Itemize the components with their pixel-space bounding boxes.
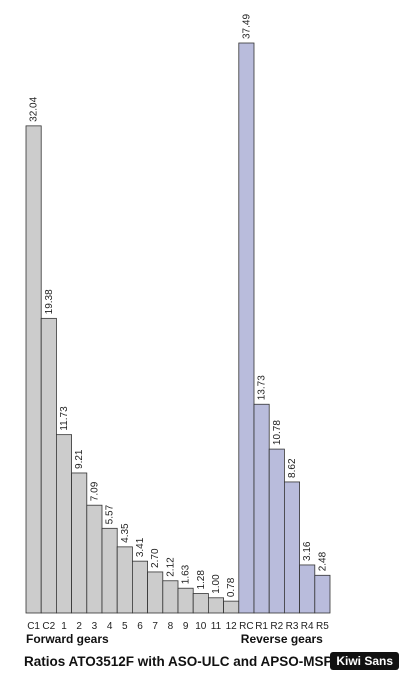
bar-2 [71,472,88,614]
tick-label-3: 3 [92,621,98,632]
bar-7 [147,571,164,614]
value-label-8: 2.12 [165,557,176,577]
bar-c1 [25,125,42,614]
tick-label-10: 10 [195,621,207,632]
bar-r5 [314,574,331,614]
tick-label-c1: C1 [27,621,40,632]
value-label-10: 1.28 [196,570,207,590]
bar-c2 [40,317,57,614]
value-label-6: 3.41 [135,537,146,557]
bar-1 [56,434,73,614]
value-label-4: 5.57 [105,504,116,524]
tick-label-rc: RC [239,621,253,632]
tick-label-11: 11 [211,621,222,632]
value-label-5: 4.35 [120,523,131,543]
tick-label-r4: R4 [301,621,314,632]
value-label-c2: 19.38 [44,289,55,314]
value-label-7: 2.70 [150,548,161,568]
tick-label-c2: C2 [42,621,55,632]
bar-4 [101,527,118,614]
group-label-reverse: Reverse gears [241,632,323,646]
tick-label-12: 12 [226,621,238,632]
bar-8 [162,580,179,614]
ratio-bar-chart: 32.04 C1 19.38 C2 11.73 1 9.21 2 7.09 3 5.57 4 4.35 5… [25,14,331,646]
bar-6 [131,560,148,614]
value-label-r4: 3.16 [302,541,313,561]
tick-label-6: 6 [137,621,143,632]
value-label-9: 1.63 [181,564,192,584]
tick-label-r2: R2 [270,621,283,632]
tick-label-8: 8 [168,621,174,632]
tick-label-4: 4 [107,621,113,632]
bar-r3 [283,481,300,614]
value-label-2: 9.21 [74,449,85,469]
watermark-badge: Kiwi Sans [330,652,399,670]
value-label-r1: 13.73 [257,375,268,400]
value-label-r2: 10.78 [272,420,283,445]
value-label-r3: 8.62 [287,458,298,478]
value-label-11: 1.00 [211,574,222,594]
value-label-3: 7.09 [89,481,100,501]
bar-12 [223,600,240,614]
value-label-rc: 37.49 [241,14,252,39]
chart-title: Ratios ATO3512F with ASO-ULC and APSO-MS… [24,654,333,669]
bar-r1 [253,403,270,614]
bar-rc [238,42,255,614]
tick-label-7: 7 [152,621,158,632]
value-label-12: 0.78 [226,577,237,597]
tick-label-r1: R1 [255,621,268,632]
value-label-c1: 32.04 [29,96,40,121]
tick-label-1: 1 [61,621,67,632]
bar-r4 [299,564,316,614]
tick-label-9: 9 [183,621,189,632]
bar-10 [192,593,209,614]
bar-r2 [268,448,285,614]
bar-11 [207,597,224,614]
tick-label-r5: R5 [316,621,329,632]
tick-label-5: 5 [122,621,128,632]
group-label-forward: Forward gears [26,632,109,646]
bar-5 [116,546,133,614]
tick-label-2: 2 [76,621,82,632]
value-label-1: 11.73 [59,406,70,431]
value-label-r5: 2.48 [317,551,328,571]
bar-9 [177,587,194,614]
tick-label-r3: R3 [286,621,299,632]
bar-3 [86,504,103,614]
